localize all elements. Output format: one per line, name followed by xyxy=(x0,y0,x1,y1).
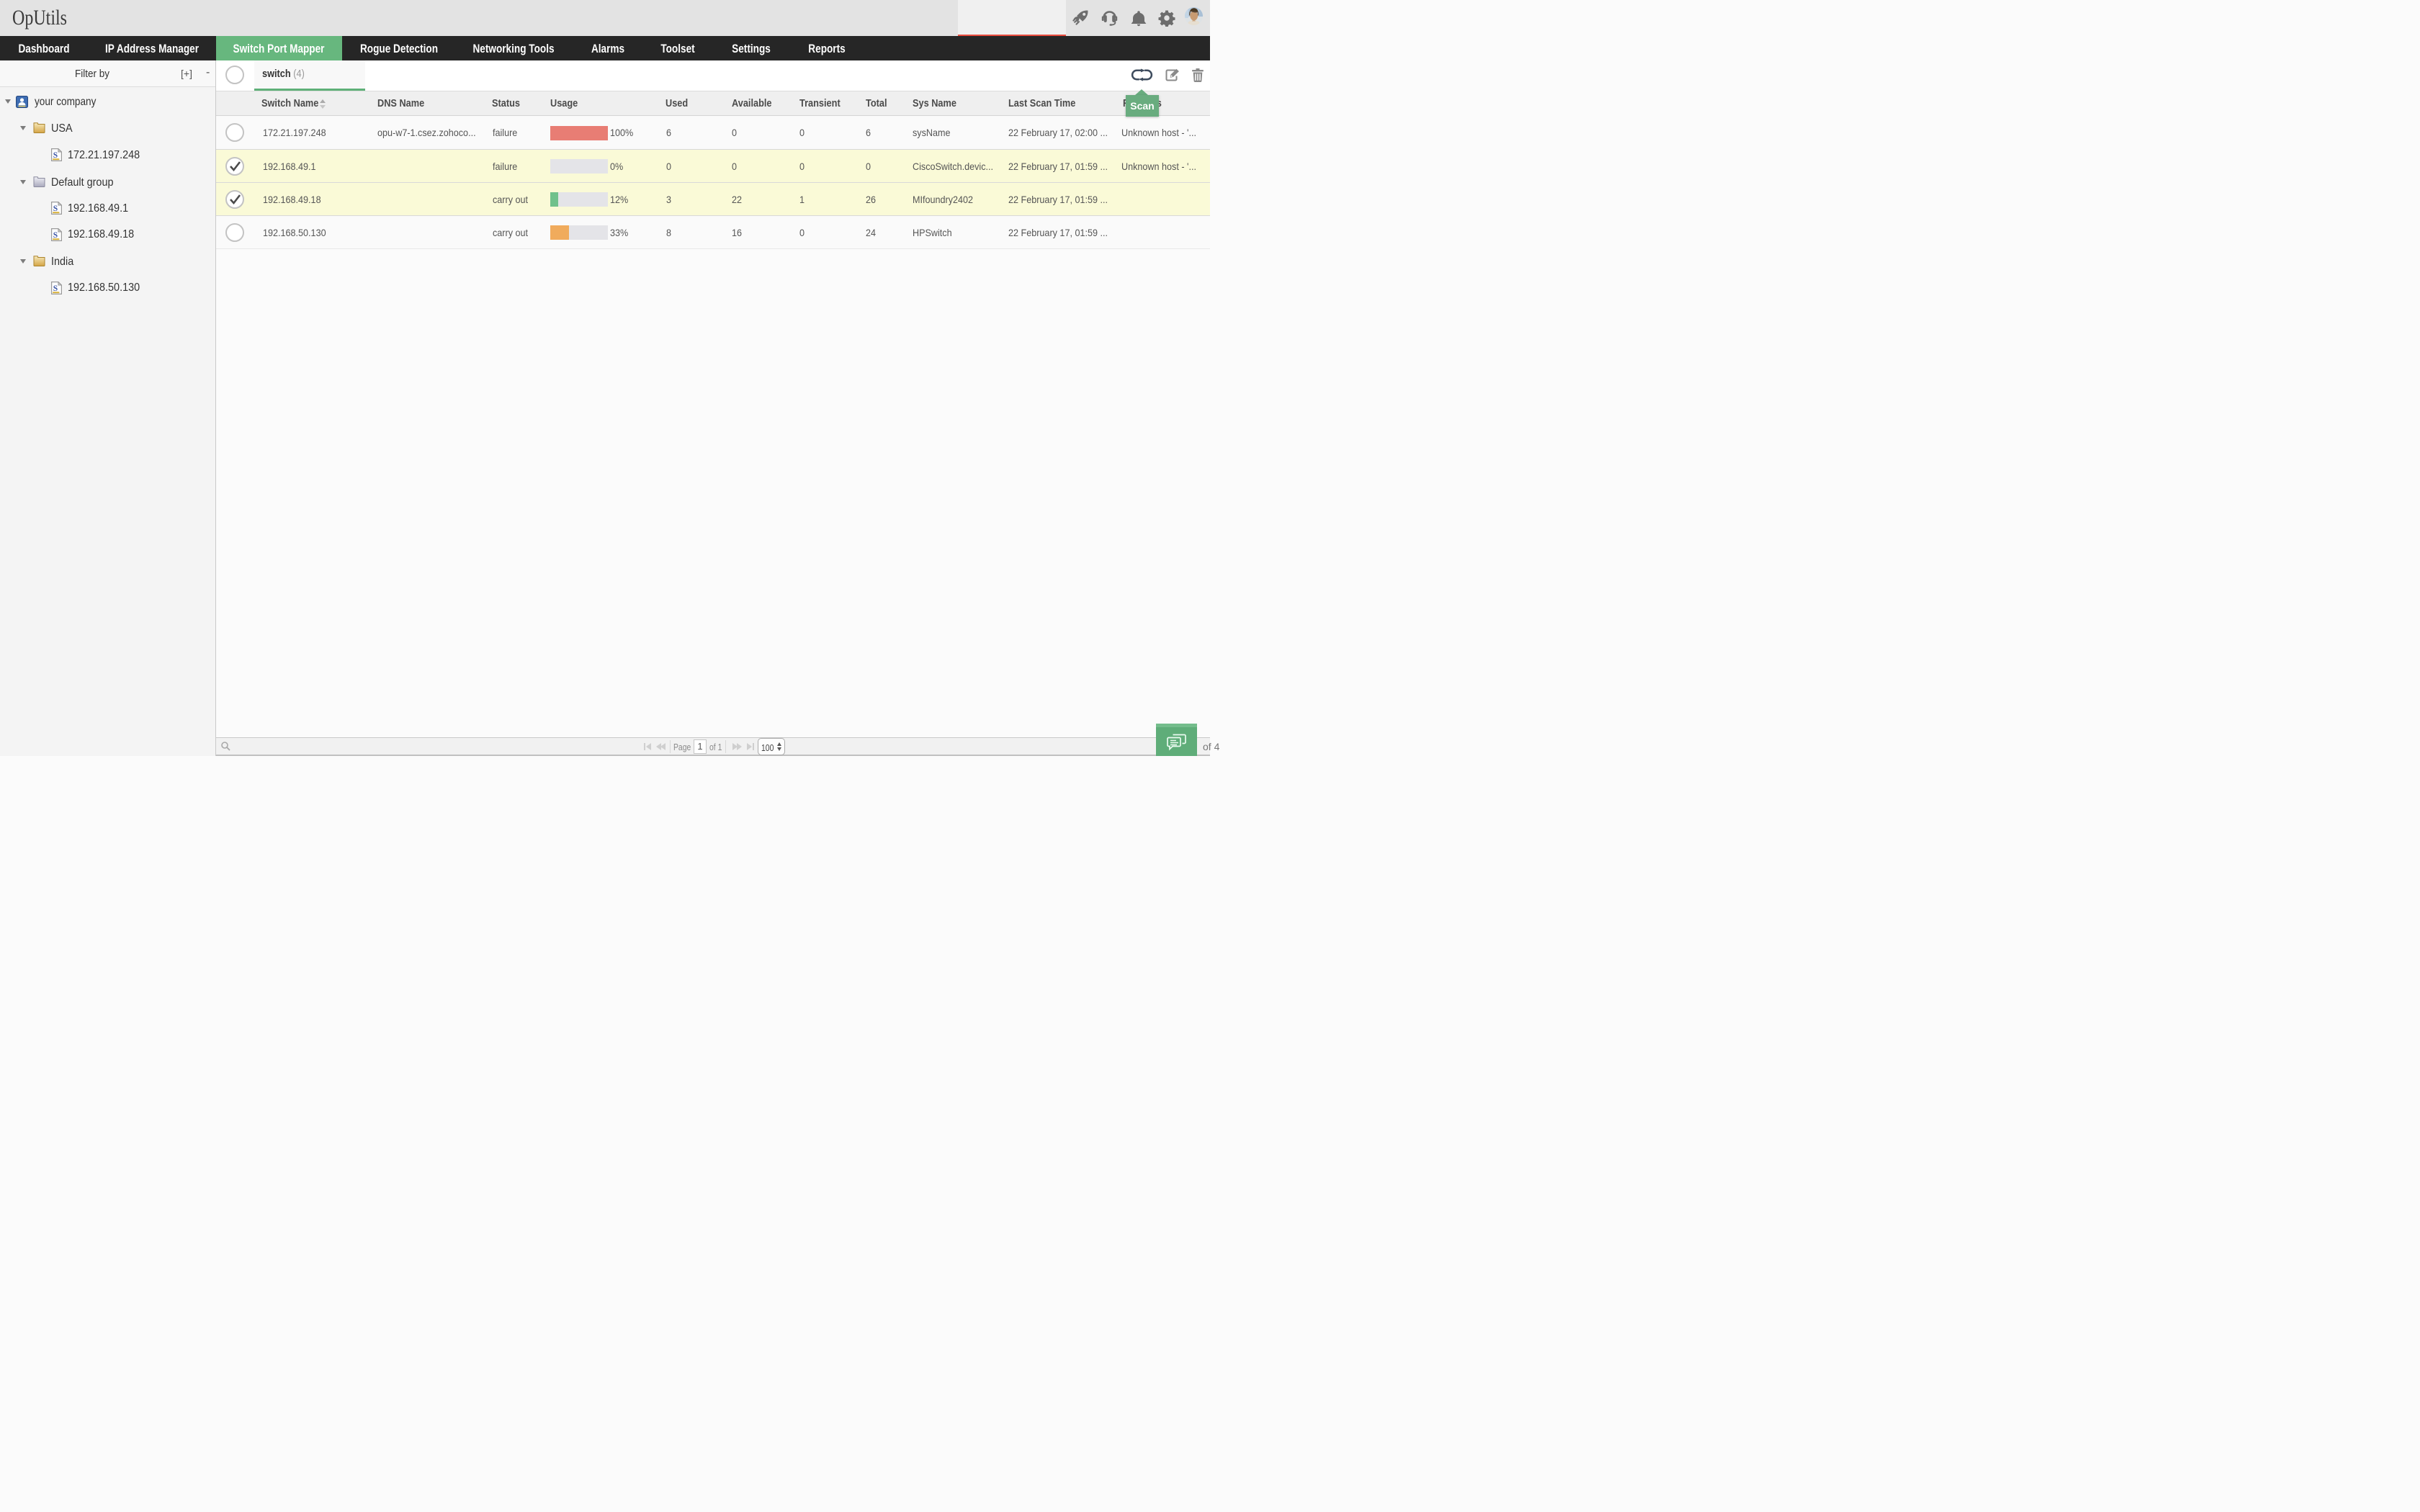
svg-text:S: S xyxy=(53,231,58,240)
svg-text:S: S xyxy=(53,284,58,293)
svg-text:S: S xyxy=(53,204,58,213)
svg-text:S: S xyxy=(53,151,58,160)
